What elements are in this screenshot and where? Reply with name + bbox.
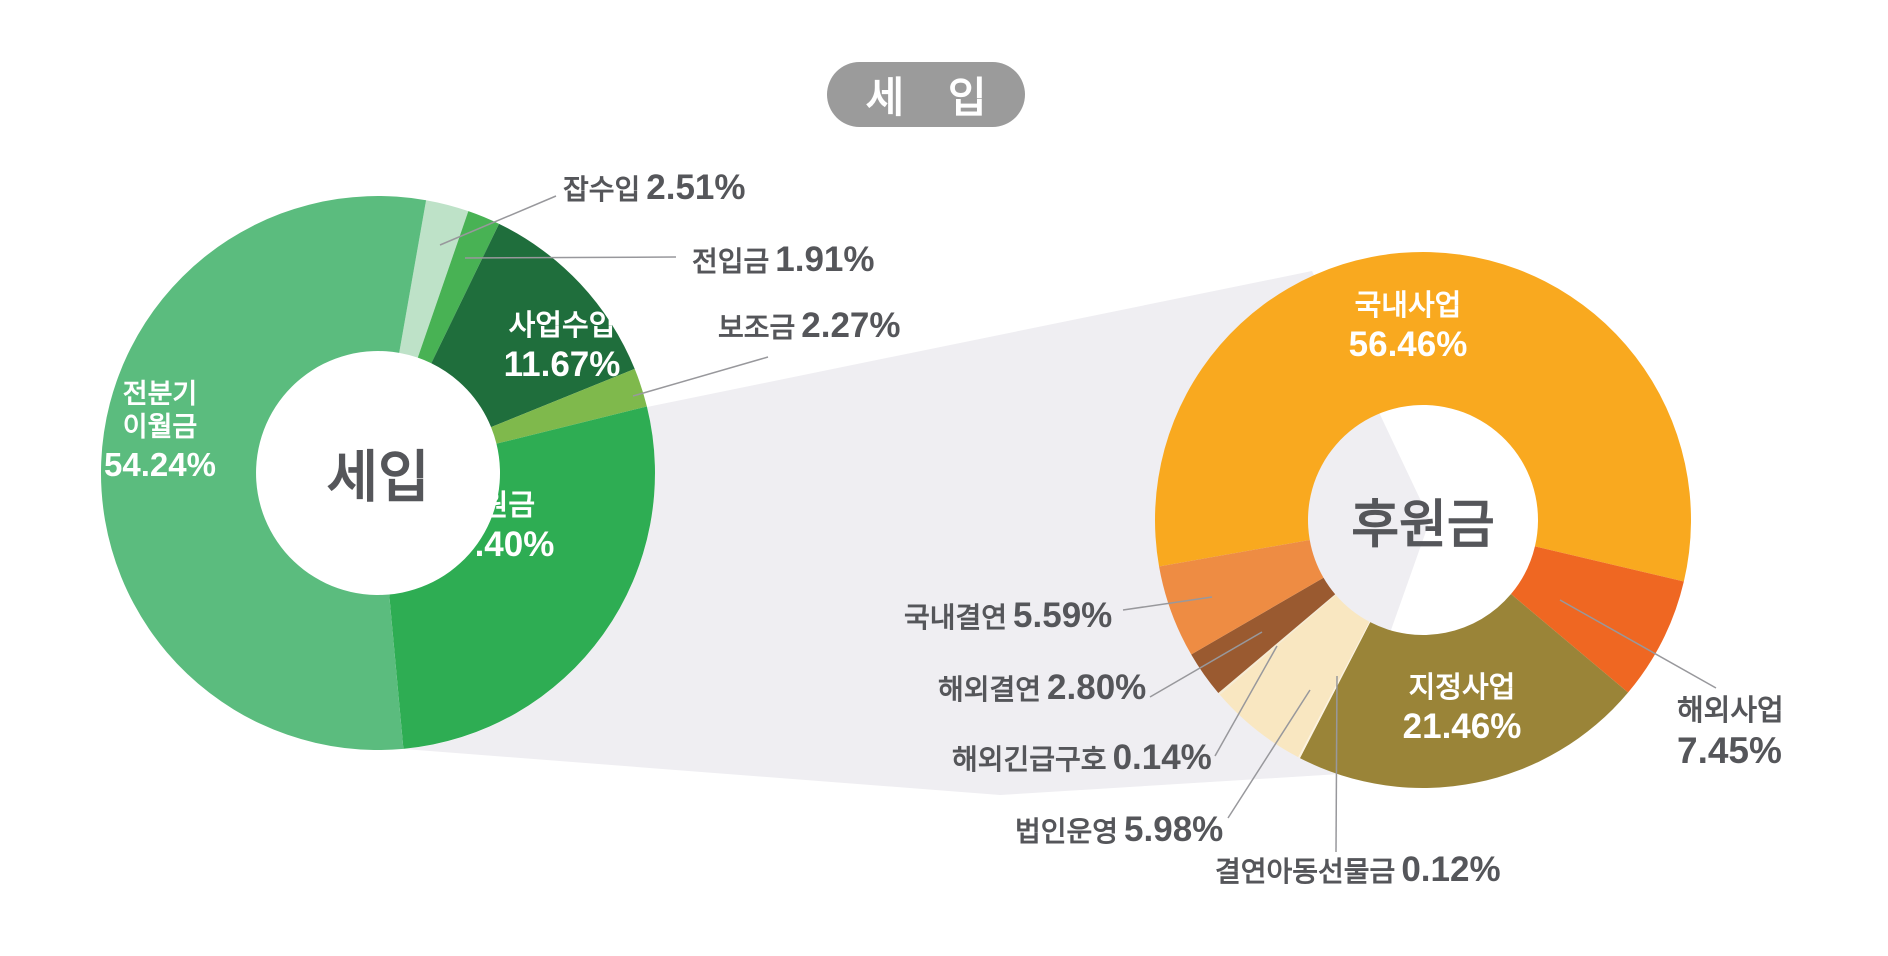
connector-band [404, 271, 1430, 795]
donut-right-slice-6 [1191, 577, 1336, 693]
segment-label-child-gift: 결연아동선물금 0.12% [1215, 850, 1501, 889]
donut-left-slice-1 [417, 211, 500, 364]
segment-label-bojogeum: 보조금 2.27% [718, 306, 901, 345]
leader-line-japsuip [439, 195, 557, 246]
leader-line-overseas-biz [1559, 599, 1717, 689]
segment-label-carryover: 전분기 이월금 54.24% [104, 379, 216, 483]
leader-line-bojogeum [632, 356, 769, 397]
donut-right-slice-3 [1298, 621, 1371, 759]
segment-label-japsuip: 잡수입 2.51% [563, 168, 746, 207]
donut-right-slice-0 [1154, 252, 1691, 582]
segment-label-domestic-biz: 국내사업 56.46% [1348, 290, 1468, 364]
revenue-badge: 세 입 [827, 62, 1025, 127]
donut-right-slice-4 [1219, 595, 1370, 758]
donut-slices-group [100, 195, 1691, 788]
leader-line-emergency-relief [1214, 645, 1278, 757]
donut-right-slice-7 [1159, 539, 1324, 655]
leader-line-haeoe-gyeolyeon [1149, 631, 1263, 698]
donut-left-slice-4 [389, 406, 655, 749]
revenue-badge-label: 세 입 [865, 74, 1003, 121]
segment-label-guknae-gyeolyeon: 국내결연 5.59% [904, 596, 1113, 635]
donut-right-slice-1 [1511, 546, 1684, 693]
donut-left-slice-3 [491, 368, 647, 444]
segment-label-haeoe-gyeolyeon: 해외결연 2.80% [938, 668, 1147, 707]
right-donut-center-label: 후원금 [1351, 496, 1495, 555]
segment-label-huwongeum: 후원금 27.40% [435, 490, 555, 564]
donut-left-slice-2 [431, 223, 635, 428]
segment-label-emergency-relief: 해외긴급구호 0.14% [952, 738, 1212, 777]
left-donut-center-label: 세입 [326, 445, 430, 509]
leader-lines-group [439, 195, 1717, 853]
segment-label-saeopsuip: 사업수입 11.67% [503, 310, 621, 384]
segment-label-designated-biz: 지정사업 21.46% [1402, 672, 1522, 746]
leader-line-guknae-gyeolyeon [1122, 596, 1213, 611]
donut-right-slice-5 [1218, 594, 1336, 695]
leader-line-child-gift [1335, 675, 1338, 853]
segment-label-overseas-biz: 해외사업 7.45% [1677, 695, 1784, 771]
segment-label-jeonipgeum: 전입금 1.91% [692, 240, 875, 279]
leader-line-corp-operation [1227, 689, 1311, 819]
leader-line-jeonipgeum [464, 256, 677, 259]
donut-right-slice-2 [1299, 594, 1629, 788]
segment-label-corp-operation: 법인운영 5.98% [1015, 810, 1224, 849]
donut-left-slice-5 [100, 195, 427, 750]
